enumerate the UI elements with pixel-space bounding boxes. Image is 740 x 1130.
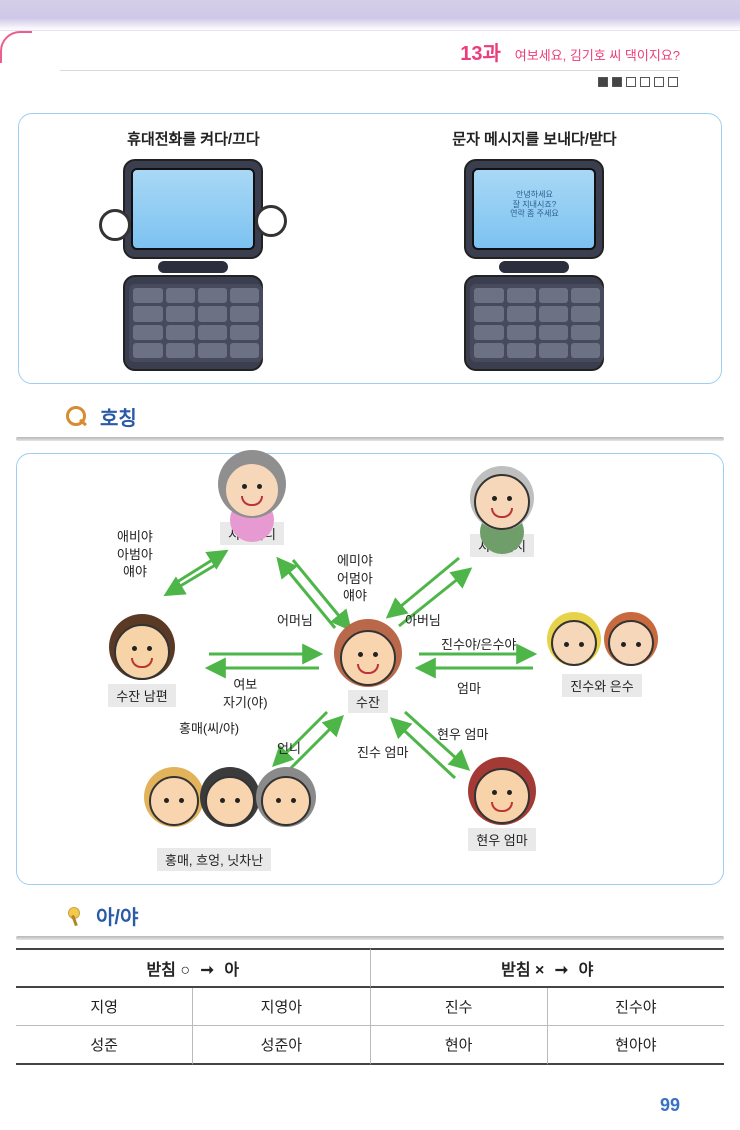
person-label: 수잔 남편	[108, 684, 175, 707]
rel-label: 에미야어멈아얘야	[337, 552, 373, 605]
page-number: 99	[660, 1095, 680, 1116]
rel-label: 진수야/은수야	[441, 636, 516, 654]
magnifier-icon	[64, 404, 90, 430]
lesson-subtitle: 여보세요, 김기호 씨 댁이지요?	[515, 48, 680, 63]
progress-square	[598, 77, 608, 87]
progress-square	[626, 77, 636, 87]
person-label: 시아버지	[470, 534, 534, 557]
table-cell: 지영아	[193, 988, 370, 1026]
rel-label: 여보자기(야)	[223, 676, 268, 711]
vocab-card-phones: 휴대전화를 켜다/끄다 문자 메시지를 보내다/받다 안녕하세요잘 지내시죠?연…	[18, 113, 722, 384]
progress-square	[612, 77, 622, 87]
rel-label: 진수 엄마	[357, 744, 408, 762]
progress-square	[654, 77, 664, 87]
person-label: 진수와 은수	[562, 674, 641, 697]
header-rule	[60, 70, 680, 71]
person-kids: 진수와 은수	[547, 620, 657, 697]
table-head-right: 받침 × ➞ 야	[371, 948, 725, 988]
table-cell: 진수	[371, 988, 548, 1026]
rel-label: 애비야아범아얘야	[117, 528, 153, 581]
relations-diagram: 시어머니 시아버지 수잔 남편 수잔 진수와 은수 현우 엄마	[16, 453, 724, 885]
table-cell: 현아	[371, 1026, 548, 1065]
person-center: 수잔	[333, 630, 403, 713]
rel-label: 홍매(씨/야)	[179, 720, 239, 738]
pushpin-icon	[64, 905, 86, 927]
person-label: 현우 엄마	[468, 828, 535, 851]
person-mother-in-law: 시어머니	[217, 462, 287, 545]
person-father-in-law: 시아버지	[467, 474, 537, 557]
table-cell: 현아야	[548, 1026, 724, 1065]
person-friends	[149, 776, 311, 830]
rel-label: 엄마	[457, 680, 481, 698]
person-label: 수잔	[348, 690, 388, 713]
phone-caption-right: 문자 메시지를 보내다/받다	[452, 128, 616, 149]
table-cell: 성준	[16, 1026, 193, 1065]
person-label: 시어머니	[220, 522, 284, 545]
phone-illustration-on-off	[123, 159, 263, 371]
table-cell: 성준아	[193, 1026, 370, 1065]
table-cell: 진수야	[548, 988, 724, 1026]
lesson-number: 13과	[460, 43, 501, 65]
section-divider	[16, 437, 724, 441]
section-title-relations: 호칭	[100, 402, 137, 431]
table-cell: 지영	[16, 988, 193, 1026]
person-label: 홍매, 흐엉, 닛차난	[157, 848, 271, 871]
phone-illustration-sms: 안녕하세요잘 지내시죠?연락 좀 주세요	[464, 159, 604, 371]
grammar-table: 받침 ○ ➞ 아 받침 × ➞ 야 지영 지영아 진수 진수야 성준 성준아 현…	[16, 948, 724, 1065]
person-friend-mom: 현우 엄마	[457, 768, 547, 851]
section-title-grammar: 아/야	[96, 901, 138, 930]
sms-text: 안녕하세요잘 지내시죠?연락 좀 주세요	[474, 170, 594, 219]
person-husband: 수잔 남편	[97, 624, 187, 707]
corner-ornament	[0, 31, 32, 63]
progress-square	[668, 77, 678, 87]
top-decor-band	[0, 0, 740, 31]
section-divider	[16, 936, 724, 940]
table-head-left: 받침 ○ ➞ 아	[16, 948, 371, 988]
rel-label: 언니	[277, 740, 301, 758]
rel-label: 현우 엄마	[437, 726, 488, 744]
page-progress	[0, 77, 740, 87]
rel-label: 어머님	[277, 612, 313, 630]
rel-label: 아버님	[405, 612, 441, 630]
progress-square	[640, 77, 650, 87]
phone-caption-left: 휴대전화를 켜다/끄다	[123, 128, 263, 149]
